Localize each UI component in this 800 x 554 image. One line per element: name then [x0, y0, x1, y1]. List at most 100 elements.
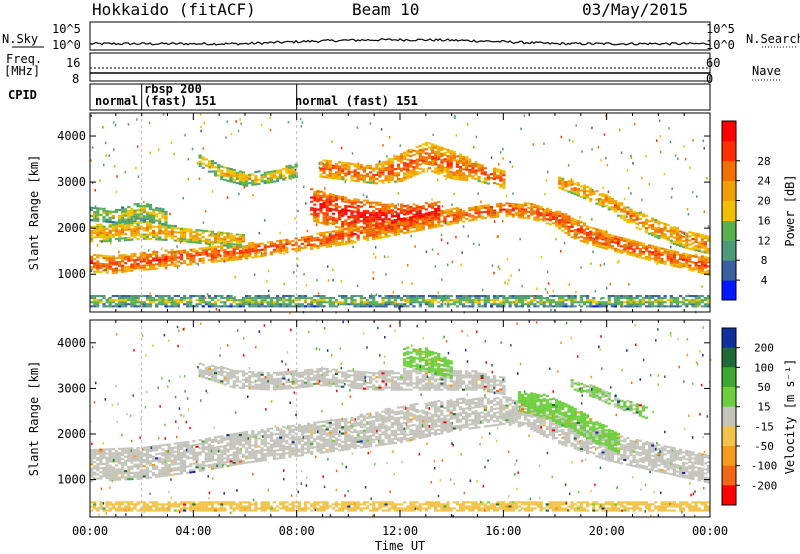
cell	[542, 303, 546, 306]
cell	[288, 295, 292, 298]
cell	[186, 240, 190, 243]
cell	[412, 222, 416, 225]
cell	[127, 472, 131, 475]
cell	[338, 175, 342, 178]
cell	[514, 301, 518, 304]
speck	[692, 190, 694, 194]
cpid-seg-0-line2: normal	[95, 94, 139, 108]
cell	[121, 264, 125, 267]
cell	[257, 303, 261, 306]
cell	[124, 208, 128, 211]
cell	[350, 177, 354, 180]
cell	[548, 217, 552, 220]
speck	[182, 196, 184, 200]
cell	[121, 464, 125, 467]
cell	[539, 303, 543, 306]
cell	[576, 182, 580, 185]
cell	[248, 248, 252, 251]
cell	[124, 233, 128, 236]
cell	[700, 295, 704, 298]
cell	[130, 265, 134, 268]
cell	[474, 163, 478, 166]
cell	[121, 305, 125, 308]
cell	[121, 470, 125, 473]
cell	[657, 248, 661, 251]
speck	[174, 251, 176, 255]
cell	[623, 244, 627, 247]
cell	[90, 455, 94, 458]
cell	[421, 217, 425, 220]
cell	[307, 237, 311, 240]
cell	[369, 212, 373, 215]
cell	[179, 466, 184, 469]
cell	[201, 301, 205, 304]
cell	[93, 264, 97, 267]
speck	[703, 210, 706, 213]
cell	[164, 217, 168, 220]
cell	[331, 223, 335, 226]
cell	[105, 301, 109, 304]
cell	[164, 303, 168, 306]
cell	[632, 301, 636, 304]
cell	[148, 233, 153, 236]
cell	[635, 255, 639, 258]
cell	[338, 197, 342, 200]
cell	[133, 236, 137, 239]
cell	[93, 305, 97, 308]
cell	[226, 299, 230, 302]
cell	[564, 231, 568, 234]
cell	[130, 478, 134, 481]
cell	[468, 170, 472, 173]
cell	[533, 206, 537, 209]
cell	[669, 253, 673, 256]
speck	[550, 308, 552, 312]
cell	[620, 245, 624, 248]
cell	[114, 223, 118, 226]
cell	[387, 207, 391, 210]
speck	[493, 220, 496, 223]
cell	[564, 213, 568, 216]
speck	[187, 257, 190, 260]
cell	[148, 470, 153, 473]
cell	[654, 252, 658, 255]
cell	[679, 240, 683, 243]
cell	[204, 442, 208, 445]
cell	[173, 263, 177, 266]
cell	[369, 222, 373, 225]
cell	[164, 258, 168, 261]
cell	[369, 220, 373, 223]
cell	[607, 301, 611, 304]
cell	[148, 259, 153, 262]
cell	[672, 250, 676, 253]
cell	[579, 189, 583, 192]
cell	[276, 299, 280, 302]
cell	[592, 299, 596, 302]
cell	[245, 182, 249, 185]
cell	[669, 249, 673, 252]
speck	[628, 208, 631, 212]
cell	[260, 242, 264, 245]
speck	[90, 269, 93, 273]
cell	[214, 452, 218, 455]
cell	[142, 227, 146, 230]
cell	[105, 231, 109, 234]
cell	[316, 216, 320, 219]
speck	[473, 145, 475, 149]
cell	[369, 181, 373, 184]
cell	[124, 470, 128, 473]
cell	[90, 453, 94, 456]
cell	[183, 261, 187, 264]
cell	[449, 170, 453, 173]
cell	[570, 230, 574, 233]
cell	[514, 297, 518, 300]
cell	[607, 233, 611, 236]
cell	[124, 299, 128, 302]
cell	[198, 164, 202, 167]
band-6	[90, 203, 168, 226]
cell	[688, 266, 692, 269]
cell	[524, 210, 528, 213]
cell	[437, 172, 441, 175]
cell	[338, 177, 342, 180]
cell	[198, 260, 202, 263]
cell	[443, 297, 447, 300]
